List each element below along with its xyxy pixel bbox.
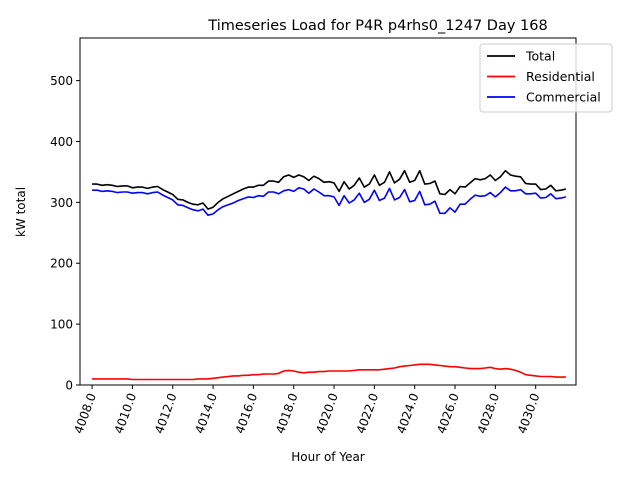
- series-line-residential: [92, 363, 566, 381]
- y-tick-label: 500: [50, 74, 73, 88]
- x-tick-label: 4022.0: [354, 391, 382, 435]
- x-tick-label: 4024.0: [394, 391, 422, 435]
- x-tick-label: 4020.0: [313, 391, 341, 435]
- y-tick-label: 200: [50, 257, 73, 271]
- series-layer: [92, 169, 567, 381]
- legend-box: [479, 43, 613, 113]
- plot-frame: [79, 37, 577, 386]
- legend-label-total: Total: [525, 49, 555, 64]
- x-axis-label: Hour of Year: [291, 450, 365, 464]
- x-tick-label: 4010.0: [112, 391, 140, 435]
- y-axis-label: kW total: [14, 187, 28, 237]
- legend-label-residential: Residential: [526, 69, 595, 84]
- y-tick-label: 100: [50, 318, 73, 332]
- legend: Total Residential Commercial: [479, 43, 613, 113]
- x-axis: 4008.0 4010.0 4012.0 4014.0 4016.0 4018.0 4020…: [71, 385, 542, 435]
- x-tick-label: 4014.0: [192, 391, 220, 435]
- chart-title: Timeseries Load for P4R p4rhs0_1247 Day …: [207, 18, 547, 34]
- y-axis: 0 100 200 300 400 500: [50, 74, 80, 393]
- x-tick-label: 4030.0: [515, 391, 543, 435]
- x-tick-label: 4028.0: [475, 391, 503, 435]
- x-tick-label: 4016.0: [233, 391, 261, 435]
- y-tick-label: 400: [50, 135, 73, 149]
- series-line-commercial: [92, 186, 567, 216]
- y-tick-label: 300: [50, 196, 73, 210]
- x-tick-label: 4008.0: [71, 391, 99, 435]
- y-tick-label: 0: [65, 379, 73, 393]
- series-line-total: [92, 169, 567, 210]
- x-tick-label: 4018.0: [273, 391, 301, 435]
- x-tick-label: 4026.0: [434, 391, 462, 435]
- x-tick-label: 4012.0: [152, 391, 180, 435]
- legend-label-commercial: Commercial: [526, 90, 601, 105]
